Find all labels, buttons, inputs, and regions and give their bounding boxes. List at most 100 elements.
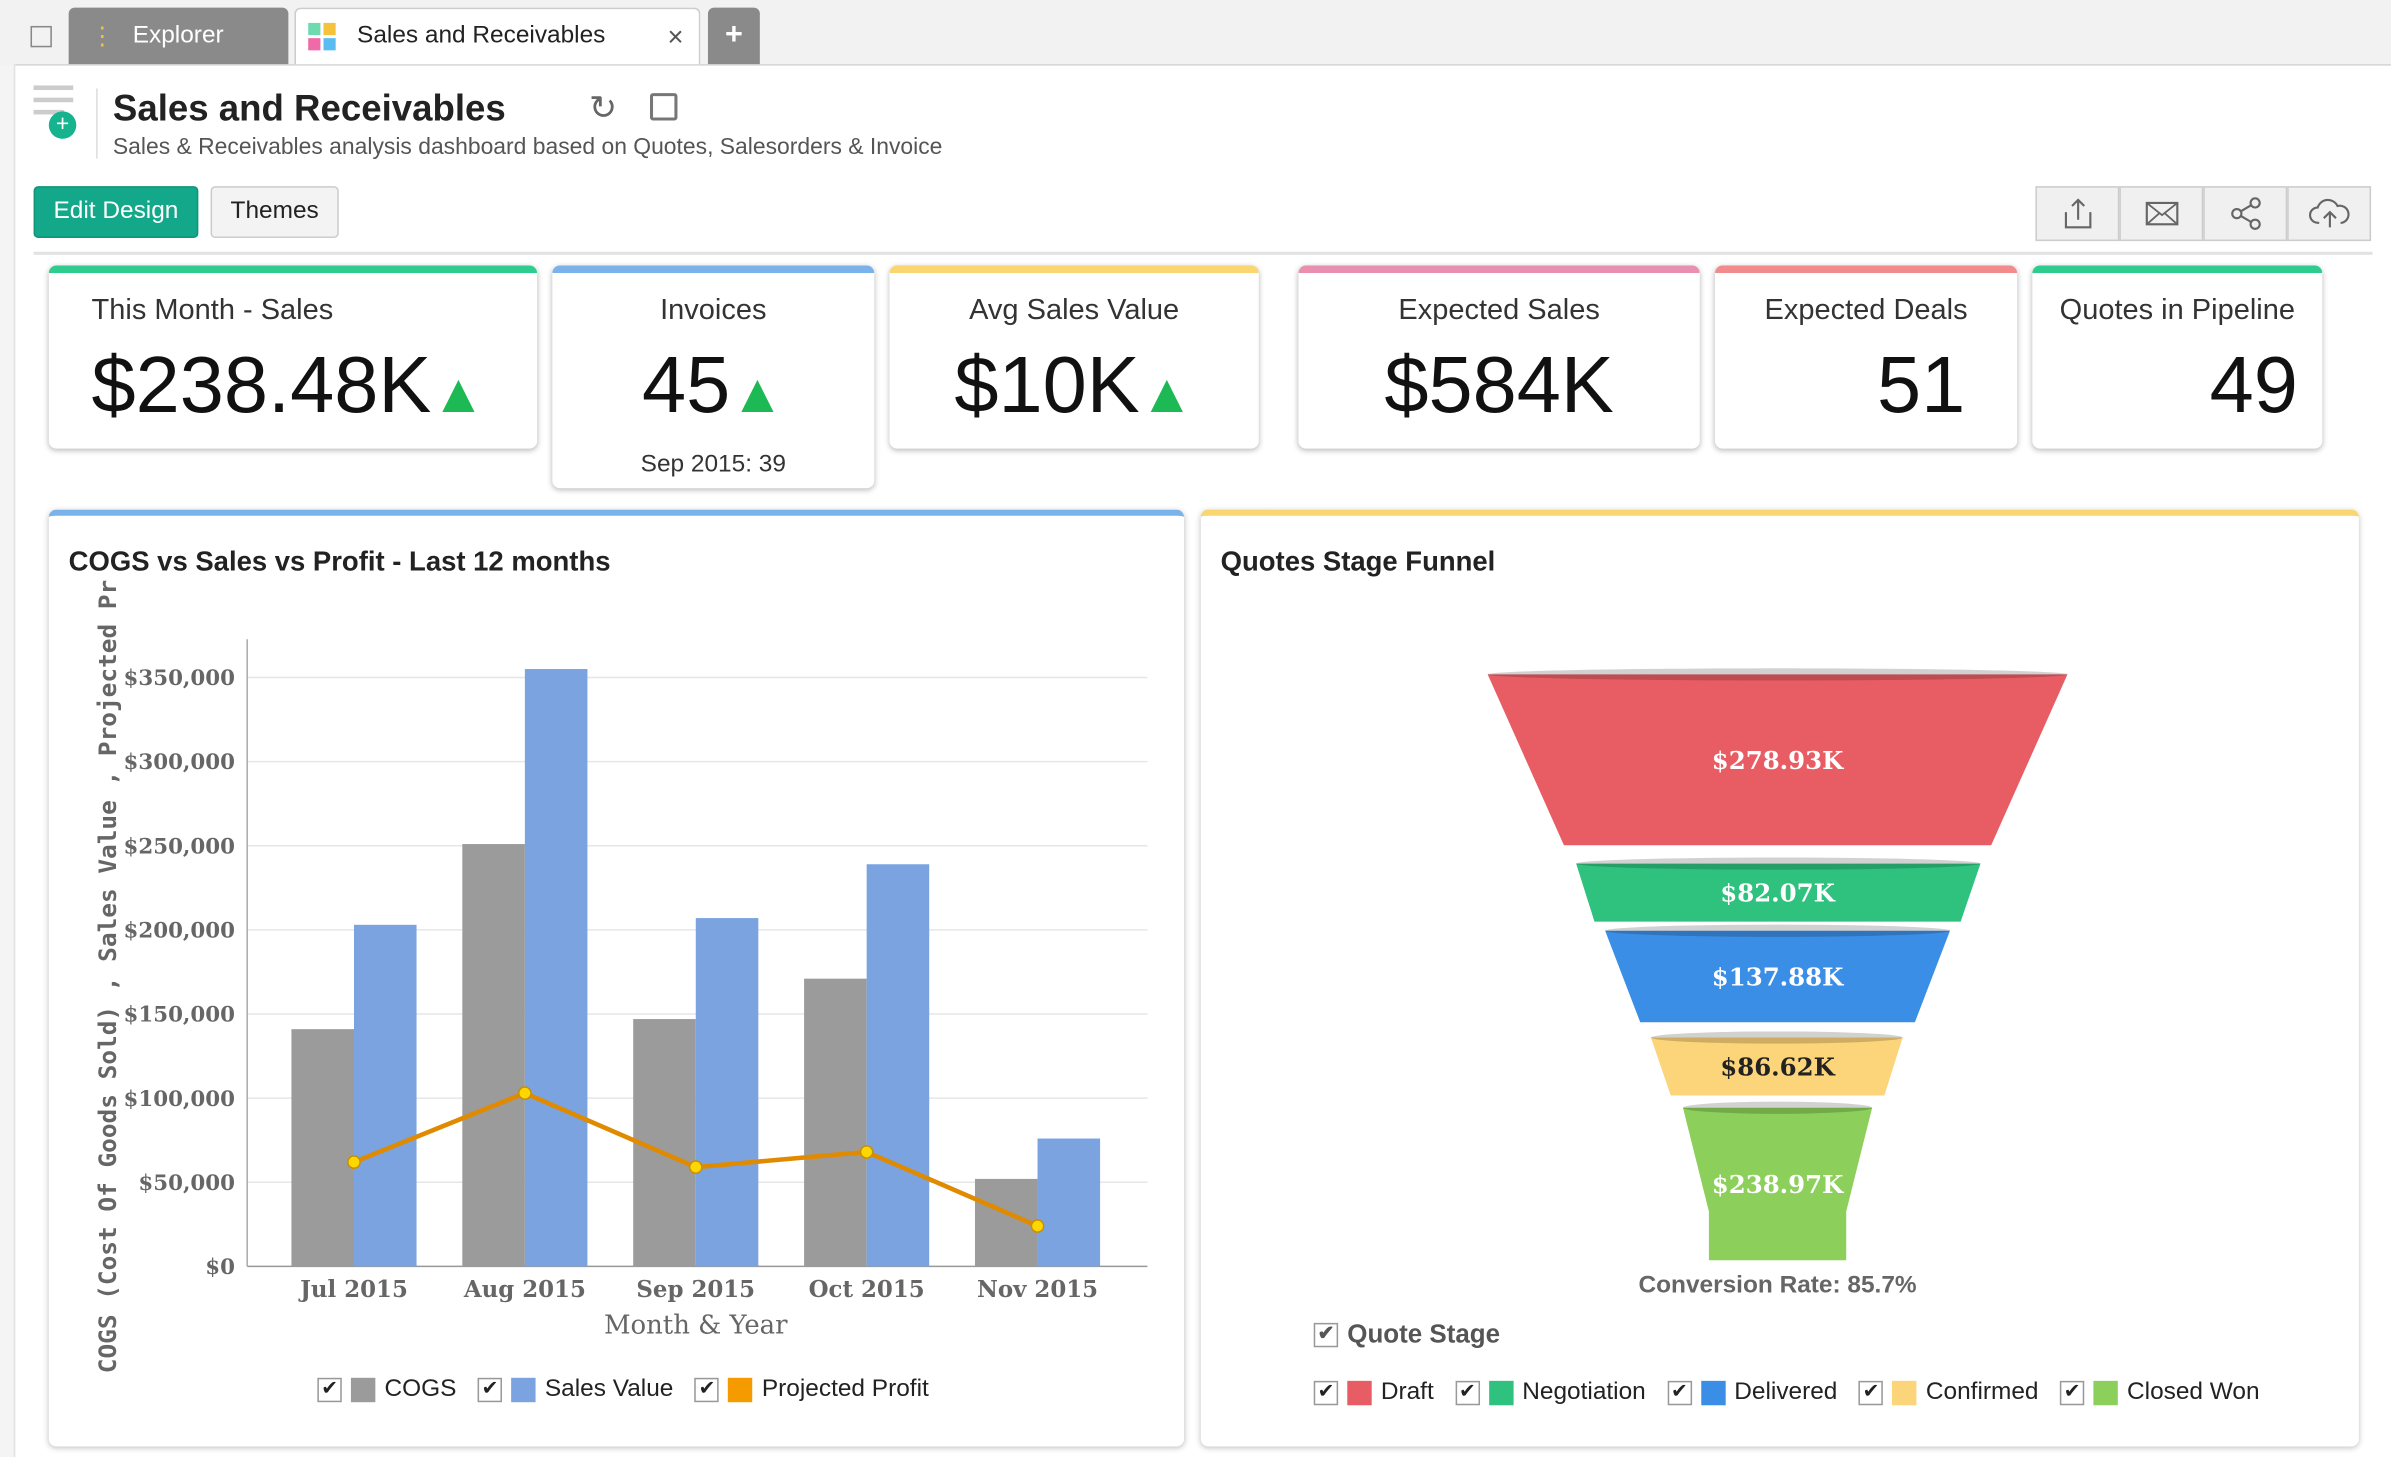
quotes-stage-funnel-card: Quotes Stage Funnel $278.93K $82.07K $137.…	[1200, 509, 2359, 1447]
funnel-segment-top	[1605, 924, 1950, 937]
trend-up-icon: ▲	[1139, 361, 1195, 425]
plus-icon: +	[724, 18, 743, 52]
y-tick-label: $50,000	[138, 1171, 235, 1196]
bar-sales-value	[695, 918, 759, 1267]
y-tick-label: $100,000	[123, 1087, 234, 1112]
legend-label: Sales Value	[544, 1376, 674, 1403]
y-tick-label: $300,000	[123, 750, 234, 775]
funnel-segment-confirmed	[1650, 1037, 1903, 1096]
restore-icon[interactable]	[30, 25, 52, 48]
legend-checkbox-cogs[interactable]: ✔	[317, 1377, 342, 1403]
kpi-value: 51	[1876, 341, 1966, 431]
explorer-tree-icon: ⋮	[90, 23, 115, 50]
legend-label: Negotiation	[1522, 1379, 1646, 1406]
y-axis-title: COGS (Cost Of Goods Sold) , Sales Value …	[93, 580, 122, 1373]
left-edge	[0, 64, 16, 1457]
kpi-avg-sales-value[interactable]: Avg Sales Value $10K▲	[889, 265, 1259, 449]
tab-bar: ⋮ Explorer Sales and Receivables × +	[0, 0, 2391, 66]
legend-checkbox[interactable]: ✔	[1313, 1380, 1339, 1406]
funnel-label: $82.07K	[1720, 879, 1835, 908]
themes-button[interactable]: Themes	[210, 186, 339, 239]
profit-point	[859, 1145, 874, 1159]
legend-swatch	[1700, 1380, 1726, 1406]
funnel-legend: ✔ Draft ✔ Negotiation ✔ Delivered ✔ Confirmed ✔ C…	[1313, 1379, 2272, 1406]
funnel-segment-delivered	[1605, 930, 1950, 1023]
y-tick-label: $200,000	[123, 918, 234, 943]
legend-label: Projected Profit	[761, 1376, 929, 1403]
funnel-label: $86.62K	[1720, 1053, 1835, 1082]
add-tab-button[interactable]: +	[707, 7, 760, 65]
close-tab-icon[interactable]: ×	[667, 20, 684, 52]
page-subtitle: Sales & Receivables analysis dashboard b…	[112, 134, 943, 161]
funnel-chart: $278.93K $82.07K $137.88K $86.62K $238.97K	[1487, 668, 2068, 1261]
kpi-value: $238.48K	[91, 341, 432, 431]
y-tick-label: $250,000	[123, 834, 234, 859]
legend-label: Closed Won	[2127, 1379, 2260, 1406]
chart-title: Quotes Stage Funnel	[1220, 546, 1496, 577]
bar-cogs	[462, 844, 525, 1267]
export-icon[interactable]	[2035, 186, 2120, 242]
y-tick-label: $0	[205, 1255, 235, 1280]
kpi-expected-sales[interactable]: Expected Sales $584K	[1298, 265, 1700, 449]
legend-checkbox-profit[interactable]: ✔	[694, 1377, 720, 1403]
conversion-rate: Conversion Rate: 85.7%	[1638, 1272, 1917, 1299]
kpi-value: 45	[641, 341, 731, 431]
legend-checkbox[interactable]: ✔	[1455, 1380, 1480, 1406]
bar-sales-value	[353, 924, 417, 1267]
profit-point	[1030, 1219, 1045, 1233]
legend-swatch	[1347, 1380, 1372, 1406]
kpi-comparison: Sep 2015: 39	[640, 451, 786, 478]
legend-checkbox[interactable]: ✔	[1667, 1380, 1692, 1406]
legend-label: Confirmed	[1925, 1379, 2039, 1406]
funnel-segment-closed-won	[1682, 1107, 1873, 1261]
funnel-segment-top	[1487, 668, 2068, 681]
funnel-label: $278.93K	[1712, 746, 1844, 775]
x-axis-title: Month & Year	[604, 1311, 788, 1341]
legend-checkbox[interactable]: ✔	[2059, 1380, 2085, 1406]
add-widget-icon[interactable]: +	[33, 85, 80, 146]
kpi-expected-deals[interactable]: Expected Deals 51	[1714, 265, 2018, 449]
bar-sales-value	[1037, 1138, 1101, 1267]
publish-cloud-icon[interactable]	[2287, 186, 2372, 242]
funnel-segment-top	[1650, 1031, 1903, 1044]
kpi-title: Quotes in Pipeline	[2059, 294, 2295, 327]
save-icon[interactable]	[649, 93, 678, 121]
kpi-quotes-in-pipeline[interactable]: Quotes in Pipeline 49	[2032, 265, 2323, 449]
bar-cogs	[291, 1029, 354, 1267]
email-icon[interactable]	[2119, 186, 2204, 242]
profit-point	[347, 1155, 361, 1169]
x-tick-label: Sep 2015	[636, 1277, 755, 1303]
bar-sales-value	[524, 669, 588, 1267]
legend-checkbox-sales[interactable]: ✔	[477, 1377, 503, 1403]
legend-swatch	[1892, 1380, 1917, 1406]
tab-label: Sales and Receivables	[357, 22, 606, 49]
legend-checkbox-quote-stage[interactable]: ✔	[1313, 1322, 1339, 1348]
legend-swatch	[2093, 1380, 2118, 1406]
dashboard-icon	[308, 22, 336, 51]
funnel-segment-top	[1576, 857, 1981, 870]
page-title: Sales and Receivables	[112, 88, 506, 130]
edit-design-button[interactable]: Edit Design	[33, 186, 199, 239]
legend-checkbox[interactable]: ✔	[1858, 1380, 1884, 1406]
funnel-segment-negotiation	[1576, 863, 1981, 922]
legend-label: Draft	[1380, 1379, 1434, 1406]
legend-swatch	[1488, 1380, 1514, 1406]
trend-up-icon: ▲	[431, 361, 486, 425]
x-tick-label: Aug 2015	[463, 1277, 586, 1303]
share-icon[interactable]	[2203, 186, 2288, 242]
legend-label: COGS	[384, 1376, 457, 1403]
legend-label: Delivered	[1734, 1379, 1838, 1406]
tab-sales-and-receivables[interactable]: Sales and Receivables ×	[294, 7, 701, 65]
y-tick-label: $350,000	[123, 666, 234, 691]
profit-point	[518, 1086, 532, 1100]
tab-explorer[interactable]: ⋮ Explorer	[68, 7, 289, 65]
kpi-title: Avg Sales Value	[969, 294, 1180, 327]
x-tick-label: Nov 2015	[977, 1277, 1098, 1303]
funnel-label: $238.97K	[1712, 1170, 1844, 1199]
kpi-invoices[interactable]: Invoices 45▲ Sep 2015: 39	[552, 265, 875, 489]
refresh-icon[interactable]: ↻	[588, 88, 618, 127]
kpi-this-month-sales[interactable]: This Month - Sales $238.48K▲	[48, 265, 538, 449]
legend-swatch	[350, 1377, 376, 1403]
chart-title: COGS vs Sales vs Profit - Last 12 months	[68, 546, 611, 577]
funnel-segment-top	[1682, 1101, 1873, 1114]
